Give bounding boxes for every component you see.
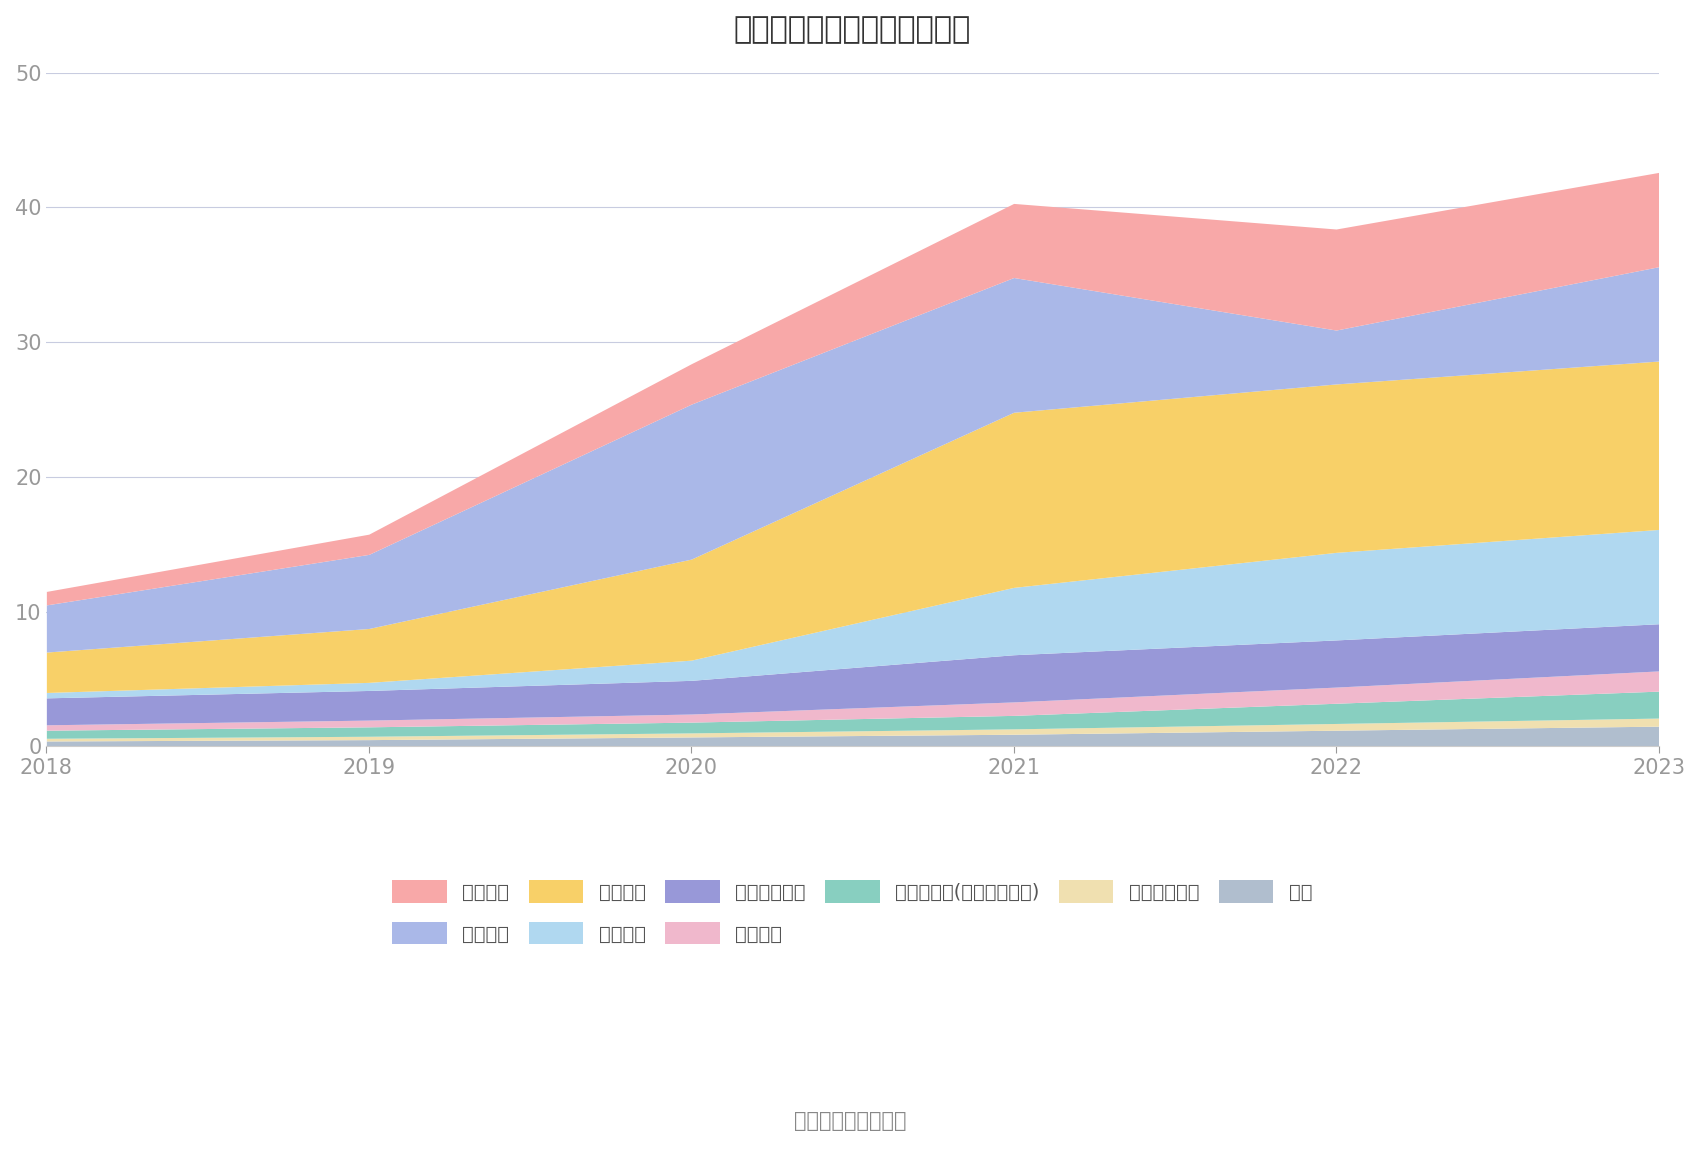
Title: 历年主要负债堆积图（亿元）: 历年主要负债堆积图（亿元） bbox=[734, 15, 971, 44]
Text: 数据来源：恒生聚源: 数据来源：恒生聚源 bbox=[794, 1111, 906, 1132]
Legend: 短期借款, 应付票据, 应付账款, 合同负债, 应付职工薪酬, 应交税费, 其他应付款(含利息和股利), 长期递延收益, 其它: 短期借款, 应付票据, 应付账款, 合同负债, 应付职工薪酬, 应交税费, 其他… bbox=[384, 873, 1321, 952]
